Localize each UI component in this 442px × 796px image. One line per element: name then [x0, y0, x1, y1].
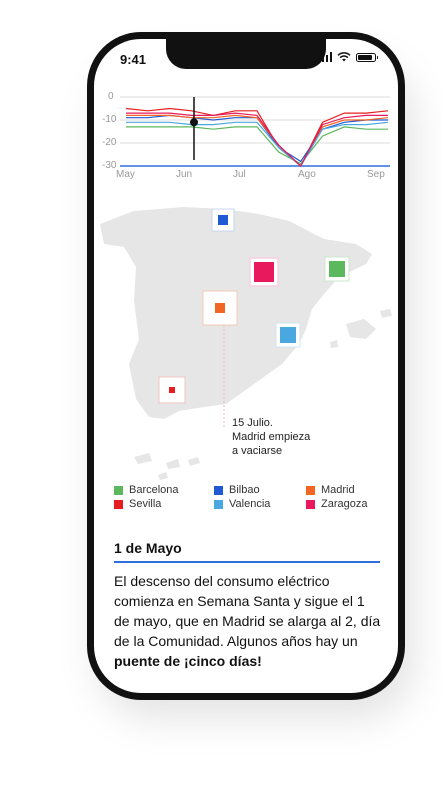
- map-canarias-3: [188, 457, 200, 466]
- x-tick-2: Jul: [233, 169, 246, 180]
- story-text: El descenso del consumo eléctrico comien…: [114, 573, 381, 649]
- annotation-line-3: a vaciarse: [232, 445, 283, 457]
- y-tick-0: 0: [108, 91, 114, 102]
- story-title: 1 de Mayo: [114, 540, 182, 556]
- legend-swatch-bilbao: [214, 485, 223, 495]
- madrid-annotation: 15 Julio. Madrid empieza a vaciarse: [232, 416, 310, 458]
- legend-label: Madrid: [321, 484, 355, 496]
- zaragoza-marker: [254, 262, 274, 282]
- legend-swatch-sevilla: [114, 499, 123, 509]
- barcelona-marker: [329, 261, 345, 277]
- legend-item-sevilla: Sevilla: [114, 498, 161, 510]
- legend-label: Zaragoza: [321, 498, 368, 510]
- legend-item-valencia: Valencia: [214, 498, 270, 510]
- map-canarias-1: [134, 453, 152, 464]
- legend-swatch-zaragoza: [306, 499, 315, 509]
- valencia-marker: [280, 327, 296, 343]
- story-title-rule: [114, 561, 380, 563]
- series-line-0: [125, 107, 389, 167]
- cursor-dot[interactable]: [190, 118, 198, 127]
- legend-swatch-barcelona: [114, 485, 123, 495]
- legend-label: Sevilla: [129, 498, 162, 510]
- x-tick-3: Ago: [298, 169, 316, 180]
- madrid-marker: [215, 303, 225, 313]
- sevilla-marker: [169, 387, 175, 393]
- legend-swatch-valencia: [214, 499, 223, 509]
- annotation-line-2: Madrid empieza: [232, 431, 311, 443]
- x-tick-1: Jun: [176, 169, 193, 180]
- annotation-line-1: 15 Julio.: [232, 417, 273, 429]
- y-tick-1: -10: [102, 114, 117, 125]
- legend-item-barcelona: Barcelona: [114, 484, 179, 496]
- map-canarias-2: [166, 459, 180, 469]
- spain-map: [100, 207, 392, 480]
- map-ibiza: [330, 340, 338, 348]
- phone-screen[interactable]: 9:41 0 -10 -20 -30 May Jun Jul Ago Sep: [94, 39, 398, 693]
- status-time: 9:41: [120, 52, 147, 67]
- series-line-2: [126, 114, 389, 167]
- notch: [166, 39, 326, 69]
- legend-item-zaragoza: Zaragoza: [306, 498, 367, 510]
- map-mallorca: [346, 319, 376, 339]
- legend-label: Barcelona: [129, 484, 179, 496]
- bilbao-marker: [218, 215, 228, 225]
- legend-item-madrid: Madrid: [306, 484, 355, 496]
- consumption-chart[interactable]: [94, 39, 398, 189]
- legend-label: Valencia: [229, 498, 271, 510]
- x-tick-4: Sep: [367, 169, 385, 180]
- x-tick-0: May: [116, 169, 135, 180]
- status-icons: [317, 52, 378, 62]
- signal-icon: [317, 52, 332, 62]
- story-text-bold: puente de ¡cinco días!: [114, 653, 262, 669]
- battery-icon: [356, 52, 378, 62]
- y-tick-3: -30: [102, 160, 117, 171]
- series-line-4: [126, 121, 389, 167]
- legend-item-bilbao: Bilbao: [214, 484, 260, 496]
- story-body: El descenso del consumo eléctrico comien…: [114, 571, 384, 671]
- legend-label: Bilbao: [229, 484, 260, 496]
- map-canarias-4: [158, 472, 168, 480]
- wifi-icon: [337, 52, 351, 62]
- map-menorca: [380, 309, 392, 318]
- legend-swatch-madrid: [306, 485, 315, 495]
- series-line-3: [126, 126, 388, 165]
- series-line-5: [126, 112, 388, 167]
- y-tick-2: -20: [102, 137, 117, 148]
